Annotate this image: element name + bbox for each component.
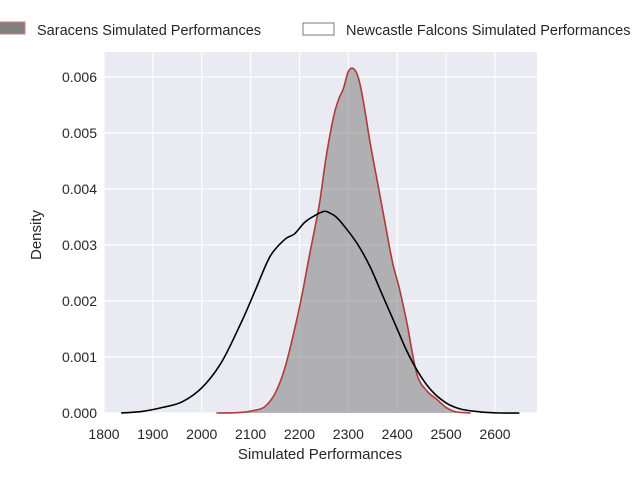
y-tick-label: 0.003 bbox=[62, 237, 97, 253]
y-tick-label: 0.005 bbox=[62, 125, 97, 141]
density-line-saracens bbox=[216, 67, 471, 414]
series-layer bbox=[121, 67, 520, 414]
density-line-newcastle bbox=[121, 210, 520, 414]
y-tick-label: 0.000 bbox=[62, 405, 97, 421]
x-axis-label: Simulated Performances bbox=[238, 446, 402, 463]
y-tick-label: 0.001 bbox=[62, 349, 97, 365]
x-tick-label: 2600 bbox=[479, 426, 510, 442]
x-tick-label: 1800 bbox=[88, 426, 119, 442]
x-tick-label: 2100 bbox=[235, 426, 266, 442]
x-tick-label: 2000 bbox=[186, 426, 217, 442]
y-axis-label: Density bbox=[28, 209, 45, 260]
x-axis-ticks: 1800 1900 2000 2100 2200 2300 2400 2500 2600 bbox=[88, 426, 510, 442]
y-tick-label: 0.004 bbox=[62, 181, 97, 197]
x-tick-label: 1900 bbox=[137, 426, 168, 442]
x-tick-label: 2400 bbox=[382, 426, 413, 442]
y-tick-label: 0.006 bbox=[62, 69, 97, 85]
legend: Saracens Simulated Performances Newcastl… bbox=[0, 21, 630, 39]
legend-swatch-newcastle bbox=[302, 22, 335, 36]
y-axis-ticks: 0.000 0.001 0.002 0.003 0.004 0.005 0.006 bbox=[62, 69, 97, 421]
y-tick-label: 0.002 bbox=[62, 293, 97, 309]
legend-swatch-saracens bbox=[0, 21, 26, 35]
x-tick-label: 2500 bbox=[431, 426, 462, 442]
x-tick-label: 2200 bbox=[284, 426, 315, 442]
x-tick-label: 2300 bbox=[333, 426, 364, 442]
legend-label-saracens: Saracens Simulated Performances bbox=[37, 23, 261, 39]
legend-label-newcastle: Newcastle Falcons Simulated Performances bbox=[346, 23, 630, 39]
